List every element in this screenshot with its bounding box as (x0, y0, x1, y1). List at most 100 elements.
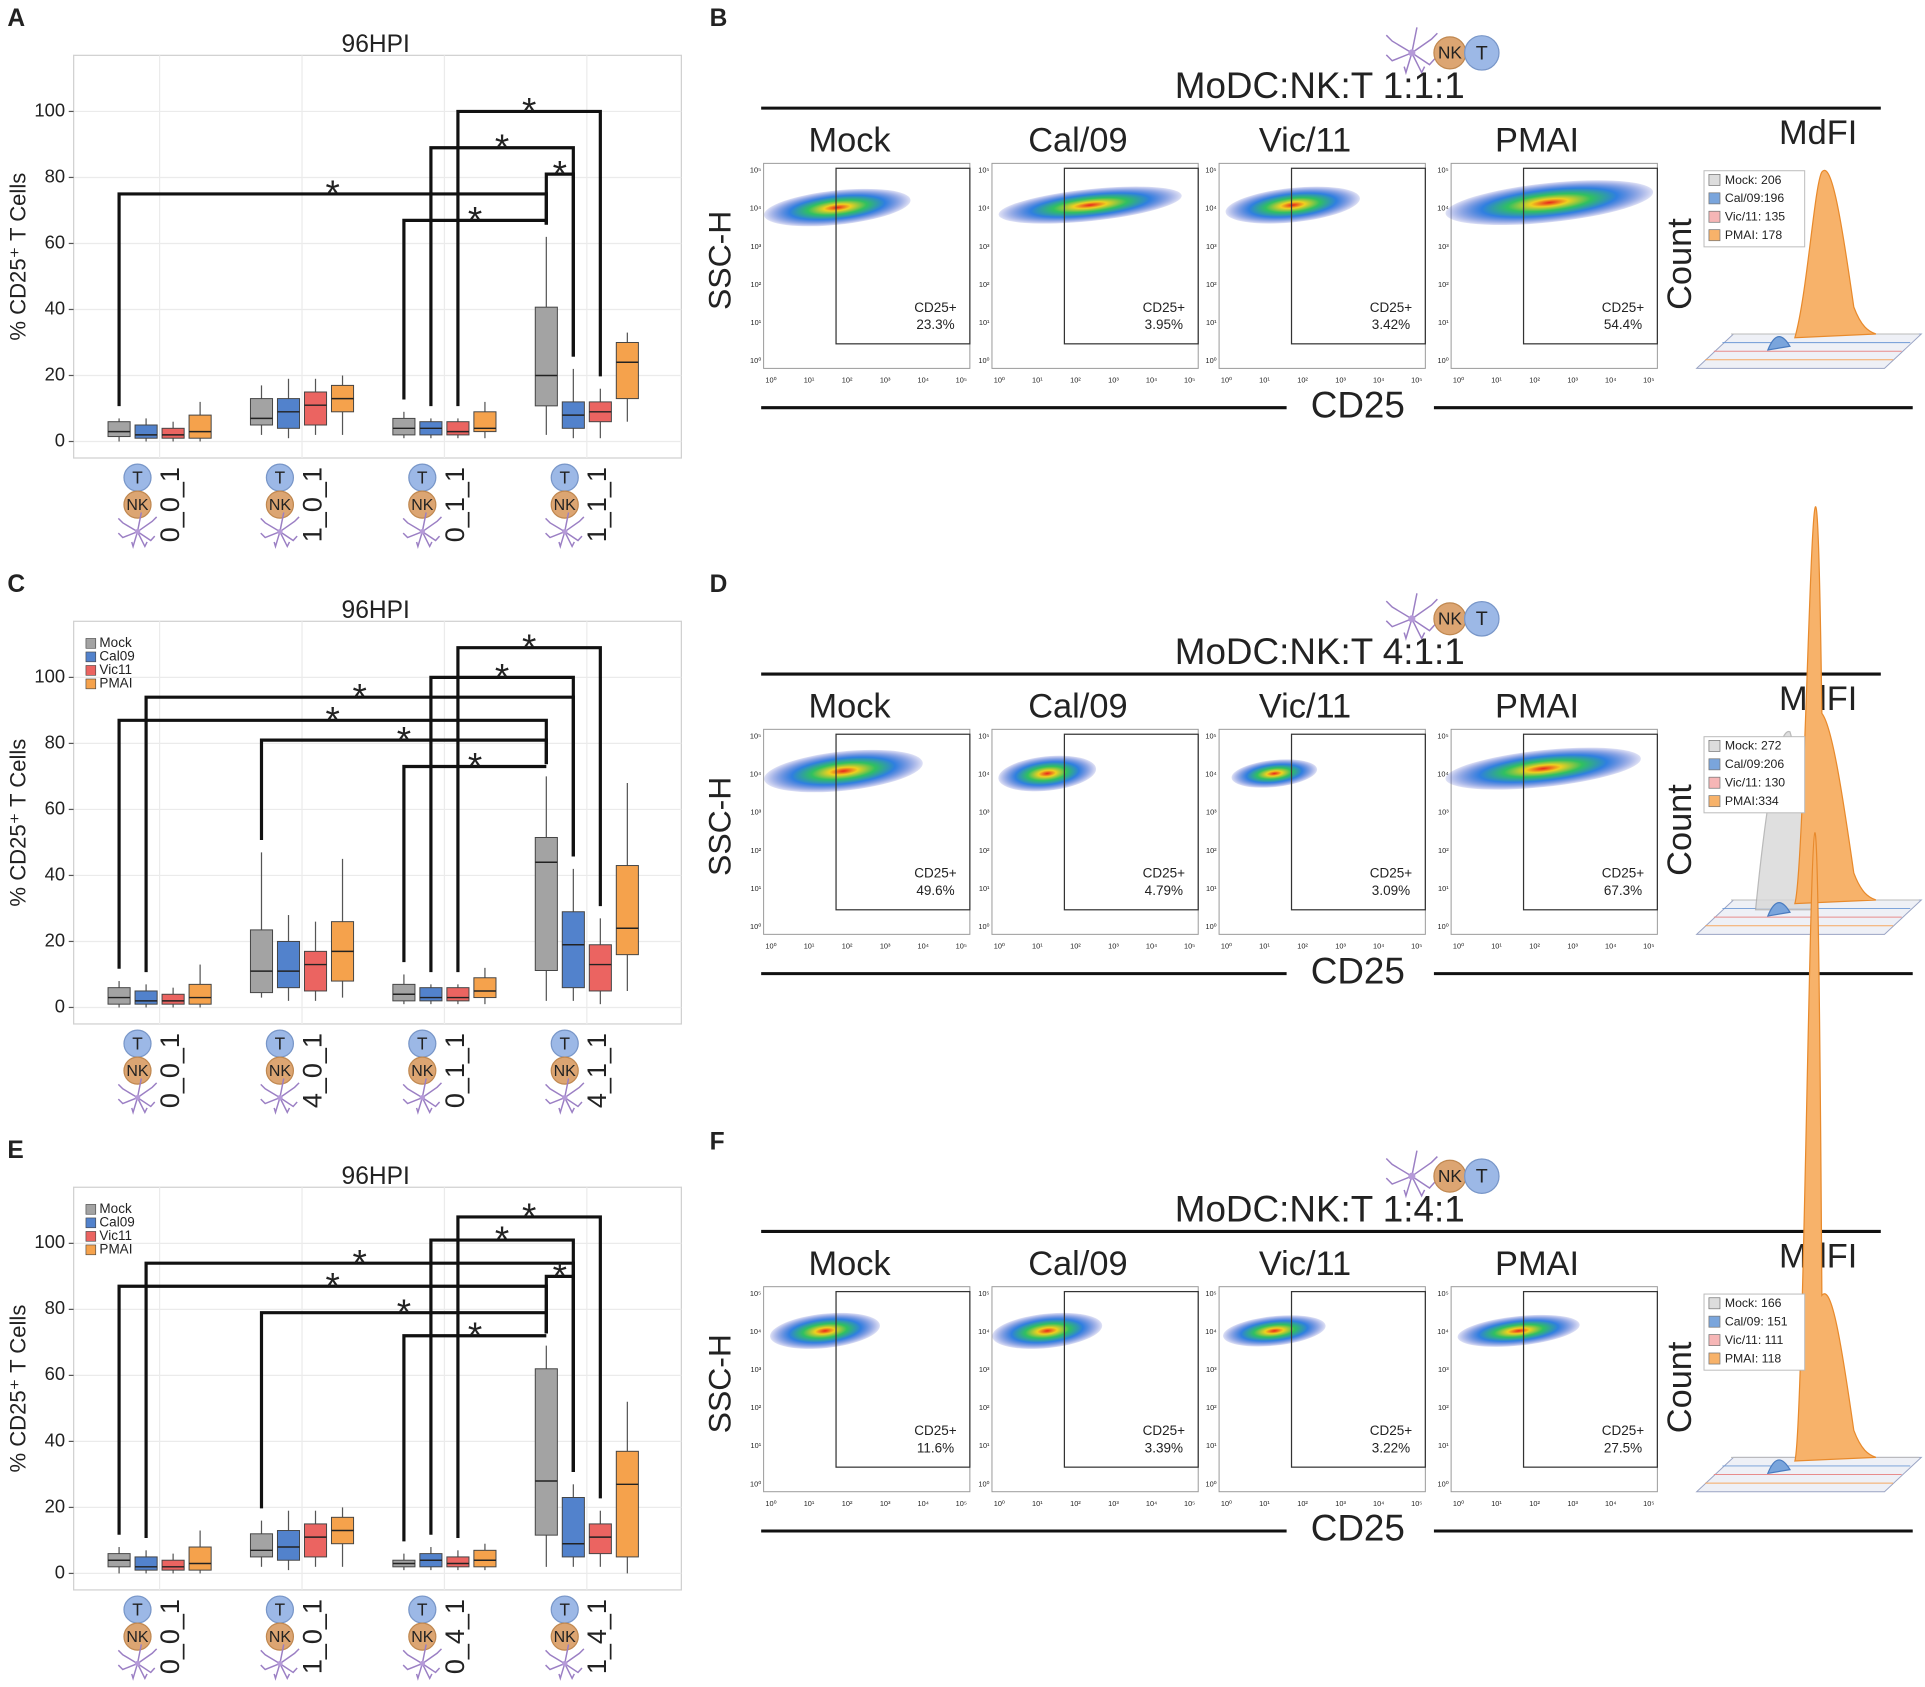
y-decade-label: 10⁵ (978, 732, 989, 741)
box (188, 1546, 212, 1571)
y-tick-label: 80 (45, 731, 65, 752)
hist-y-label: Count (1661, 218, 1699, 310)
x-decade-label: 10² (1070, 376, 1081, 385)
neuron-branch (564, 531, 583, 542)
significance-star: * (495, 1219, 509, 1260)
box (446, 1556, 470, 1568)
neuron-branch (131, 1663, 139, 1681)
box (615, 341, 639, 400)
t-icon-label: T (417, 467, 428, 487)
y-decade-label: 10¹ (751, 884, 762, 893)
neuron-branch (421, 516, 442, 533)
nk-icon-label: NK (554, 497, 577, 514)
x-decade-label: 10² (1529, 1499, 1540, 1508)
condition-label: Vic/11 (1259, 688, 1351, 726)
box (588, 944, 612, 992)
x-decade-label: 10⁵ (956, 942, 967, 951)
x-decade-label: 10⁰ (994, 942, 1005, 951)
hist-legend-swatch (1708, 1297, 1721, 1310)
neuron-icon (117, 1078, 158, 1115)
hist-legend-label: Vic/11: 135 (1725, 210, 1785, 224)
neuron-branch (415, 1663, 424, 1681)
neuron-branch (273, 531, 281, 549)
neuron-branch (117, 1649, 138, 1665)
y-decade-label: 10¹ (1438, 318, 1449, 327)
x-tick-label: 0_0_1 (155, 1599, 185, 1674)
hist-legend-label: Vic/11: 111 (1725, 1333, 1784, 1347)
t-icon-label: T (1476, 42, 1488, 64)
x-decade-label: 10³ (1335, 1499, 1346, 1508)
neuron-branch (402, 1662, 423, 1671)
x-tick-label: 1_0_1 (297, 467, 327, 542)
x-decade-label: 10¹ (1491, 376, 1502, 385)
nk-icon (408, 490, 437, 519)
condition-label: Mock (809, 1245, 892, 1283)
x-decade-label: 10³ (1567, 376, 1578, 385)
neuron-body (562, 1660, 568, 1667)
box (534, 1368, 558, 1536)
significance-bracket (456, 1215, 602, 1539)
neuron-branch (1411, 618, 1436, 632)
neuron-body (134, 1660, 141, 1667)
neuron-body (562, 1094, 568, 1101)
hist-legend-swatch (1708, 229, 1721, 242)
gate-label: CD25+ (1602, 1423, 1645, 1438)
y-decade-label: 10⁴ (978, 204, 989, 213)
hist-cal (1766, 901, 1791, 917)
y-decade-label: 10⁵ (1205, 1289, 1216, 1298)
x-decade-label: 10⁵ (1643, 376, 1654, 385)
plot-frame (991, 728, 1199, 935)
flow-title: MoDC:NK:T 1:1:1 (1175, 65, 1465, 106)
hist-y-label: Count (1661, 1341, 1699, 1433)
box (473, 1549, 497, 1568)
neuron-icon (260, 1078, 300, 1115)
neuron-branch (137, 516, 158, 533)
y-decade-label: 10³ (1438, 808, 1449, 817)
legend-label: PMAI (99, 1241, 132, 1256)
condition-label: Cal/09 (1028, 122, 1127, 160)
neuron-branch (279, 531, 298, 542)
gate-label: CD25+ (1143, 300, 1186, 315)
neuron-branch (558, 1663, 566, 1681)
neuron-branch (279, 512, 285, 532)
nk-icon (265, 490, 295, 519)
neuron-branch (1411, 618, 1426, 641)
neuron-branch (1403, 618, 1413, 642)
neuron-branch (1385, 52, 1413, 62)
x-decade-label: 10⁰ (1221, 376, 1232, 385)
x-decade-label: 10⁵ (1643, 1499, 1654, 1508)
gate-percent: 3.95% (1145, 317, 1183, 332)
box (473, 977, 497, 999)
y-decade-label: 10⁴ (750, 1327, 761, 1336)
t-icon-label: T (1476, 608, 1488, 630)
t-icon-label: T (417, 1033, 428, 1053)
y-decade-label: 10² (1438, 846, 1449, 855)
legend-swatch (85, 665, 97, 676)
box (615, 1450, 639, 1558)
neuron-body (277, 529, 283, 535)
neuron-branch (545, 1649, 566, 1665)
neuron-branch (1385, 34, 1413, 54)
x-decade-label: 10² (1297, 1499, 1308, 1508)
density-cloud (1445, 180, 1654, 226)
plot-frame (1218, 1286, 1426, 1493)
t-icon-label: T (559, 1033, 570, 1053)
y-decade-label: 10⁵ (1437, 732, 1448, 741)
legend-label: Vic11 (99, 662, 132, 677)
y-decade-label: 10¹ (751, 1441, 762, 1450)
y-decade-label: 10¹ (1206, 1441, 1217, 1450)
t-icon-label: T (275, 1599, 286, 1619)
x-axis-label: CD25 (1311, 950, 1405, 991)
x-decade-label: 10³ (880, 942, 891, 951)
neuron-branch (136, 1097, 148, 1115)
t-icon-label: T (417, 1599, 428, 1619)
hist-legend-label: PMAI: 118 (1725, 1351, 1782, 1365)
condition-label: PMAI (1495, 688, 1579, 726)
density-cloud (763, 188, 911, 227)
neuron-body (419, 1660, 425, 1667)
y-decade-label: 10⁴ (978, 770, 989, 779)
gate (1063, 1290, 1199, 1468)
neuron-branch (279, 1078, 285, 1098)
significance-star: * (326, 1265, 340, 1306)
y-decade-label: 10¹ (1206, 884, 1217, 893)
